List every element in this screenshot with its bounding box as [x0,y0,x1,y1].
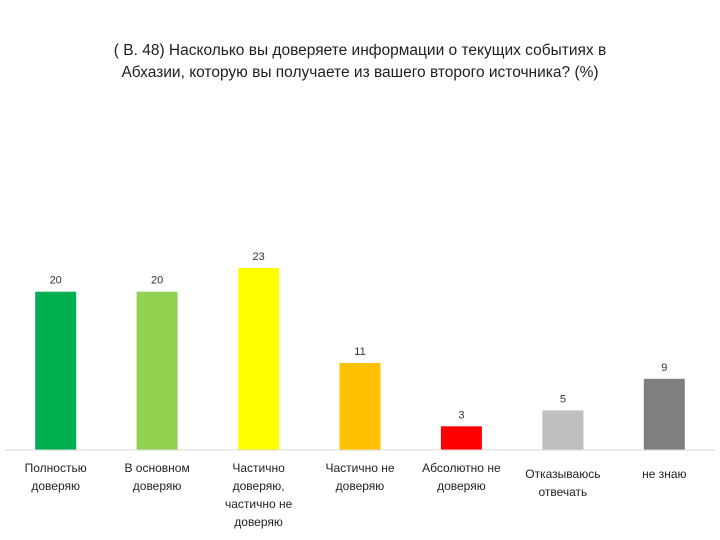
category-label-2-line-2: частично не [225,497,293,511]
bar-3 [339,363,381,450]
bar-4 [440,426,482,450]
category-label-2-line-0: Частично [232,461,285,475]
category-label-3: Частично не доверяю [325,461,394,493]
category-label-5: Отказываюсь отвечать [525,467,600,499]
chart-title-line-2: Абхазии, которую вы получаете из вашего … [121,64,599,81]
category-label-0-line-1: доверяю [31,479,80,493]
bar-6 [643,378,685,450]
value-labels-group: 20 20 23 11 3 5 9 [50,251,668,421]
bars-group [35,268,685,450]
category-label-1-line-0: В основном [124,461,189,475]
value-label-1: 20 [151,275,163,287]
category-label-5-line-1: отвечать [538,485,587,499]
chart-title: ( В. 48) Насколько вы доверяете информац… [40,40,680,84]
category-label-3-line-0: Частично не [325,461,394,475]
category-label-3-line-1: доверяю [336,479,385,493]
value-label-5: 5 [560,393,566,405]
category-label-5-line-0: Отказываюсь [525,467,600,481]
category-label-0-line-0: Полностью [25,461,87,475]
category-label-4: Абсолютно не доверяю [422,461,501,493]
chart-title-line-1: ( В. 48) Насколько вы доверяете информац… [113,42,607,59]
value-label-3: 11 [354,346,365,358]
category-label-2-line-1: доверяю, [233,479,285,493]
category-label-6: не знаю [642,467,686,481]
category-label-4-line-0: Абсолютно не [422,461,501,475]
bar-5 [542,410,584,450]
category-label-2: Частично доверяю, частично не доверяю [225,461,293,529]
bar-1 [136,291,178,450]
bar-2 [238,268,280,450]
category-label-1: В основном доверяю [124,461,189,493]
value-label-6: 9 [661,362,667,374]
category-label-6-line-0: не знаю [642,467,686,481]
category-label-4-line-1: доверяю [437,479,486,493]
bar-0 [35,291,77,450]
value-label-0: 20 [50,275,62,287]
category-label-0: Полностью доверяю [25,461,87,493]
category-label-1-line-1: доверяю [133,479,182,493]
category-label-2-line-3: доверяю [234,515,283,529]
value-label-4: 3 [458,409,464,421]
value-label-2: 23 [252,251,264,263]
